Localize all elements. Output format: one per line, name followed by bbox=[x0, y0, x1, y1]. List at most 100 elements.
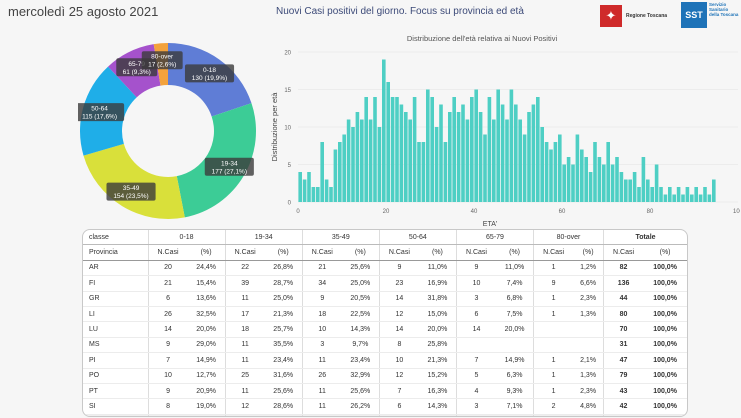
table-cell: 35,5% bbox=[264, 337, 303, 354]
total-cell: 654 bbox=[603, 414, 644, 416]
slice-label-box bbox=[141, 51, 183, 70]
table-cell: 1 bbox=[533, 260, 574, 277]
histogram-bar bbox=[373, 97, 377, 202]
table-cell: 6,8% bbox=[496, 291, 534, 307]
sub-header-cell: N.Casi bbox=[147, 244, 188, 261]
histogram-bar bbox=[390, 97, 395, 202]
table-cell: 11,0% bbox=[496, 260, 534, 277]
slice-label-name: 35-49 bbox=[123, 185, 140, 192]
table-cell: 100,0% bbox=[643, 275, 687, 292]
table-cell: 26,2% bbox=[341, 398, 380, 415]
sub-header-cell: N.Casi bbox=[533, 244, 574, 261]
table-cell: 8 bbox=[147, 398, 188, 415]
x-tick-label: 60 bbox=[559, 209, 566, 215]
histogram-bar bbox=[681, 194, 685, 202]
histogram-bar bbox=[690, 194, 694, 202]
histogram-title: Distribuzione dell'età relativa ai Nuovi… bbox=[407, 34, 558, 43]
table-cell: 24,4% bbox=[187, 260, 226, 277]
sub-header-cell: N.Casi bbox=[301, 244, 342, 261]
sub-header-cell: Provincia bbox=[83, 244, 148, 261]
histogram-bar bbox=[540, 127, 544, 202]
table-cell: LU bbox=[83, 321, 148, 338]
histogram-bar bbox=[628, 179, 632, 202]
histogram-bar bbox=[509, 89, 514, 202]
table-cell: 100,0% bbox=[643, 352, 687, 369]
histogram-bar bbox=[329, 187, 333, 202]
table-cell: 20,5% bbox=[341, 291, 380, 307]
table-cell: 20,0% bbox=[187, 321, 226, 338]
table-cell: 6 bbox=[378, 398, 419, 415]
table-cell: 9 bbox=[147, 337, 188, 354]
table-row: AR 20 24,4% 22 26,8% 21 25,6% 9 11,0% 9 11,0% 1 1,2%… bbox=[83, 260, 687, 277]
group-header-cell: 80-over bbox=[533, 230, 604, 246]
table-cell: 31,8% bbox=[418, 291, 457, 307]
slice-label-name: 65-79 bbox=[128, 61, 145, 68]
histogram-bar bbox=[602, 164, 606, 202]
table-cell: 12 bbox=[378, 306, 419, 323]
table-cell: 15,4% bbox=[187, 275, 226, 292]
group-header-cell: 65-79 bbox=[455, 230, 534, 246]
histogram-bar bbox=[465, 119, 470, 202]
histogram-bar bbox=[311, 187, 316, 202]
table-cell: 11 bbox=[301, 383, 342, 400]
histogram-bar bbox=[668, 187, 672, 202]
histogram-bar bbox=[597, 157, 602, 202]
table-cell: 7,1% bbox=[496, 398, 534, 415]
histogram-bar bbox=[399, 104, 404, 202]
histogram-bar bbox=[412, 97, 417, 202]
histogram-bar bbox=[549, 149, 553, 202]
sub-header-cell: (%) bbox=[573, 244, 604, 261]
histogram-bar bbox=[536, 97, 540, 202]
table-row: LI 26 32,5% 17 21,3% 18 22,5% 12 15,0% 6 7,5% 1 1,3%… bbox=[83, 306, 687, 323]
table-cell bbox=[573, 321, 604, 338]
table-cell: 3 bbox=[455, 398, 497, 415]
table-cell: 8 bbox=[378, 337, 419, 354]
table-cell: 9 bbox=[378, 260, 419, 277]
total-cell: 17 bbox=[533, 414, 574, 416]
table-cell: 32,5% bbox=[187, 306, 226, 323]
page-title: Nuovi Casi positivi del giorno. Focus su… bbox=[276, 6, 524, 17]
x-tick-label: 20 bbox=[383, 209, 390, 215]
total-cell: 177 bbox=[224, 414, 265, 416]
table-sub-header: Provincia N.Casi (%) N.Casi (%) N.Casi (%) N.Ca… bbox=[83, 244, 687, 261]
histogram-bar bbox=[584, 157, 588, 202]
date-label: mercoledì 25 agosto 2021 bbox=[8, 4, 159, 19]
table-cell: 25,6% bbox=[341, 260, 380, 277]
table-cell: 25,0% bbox=[264, 291, 303, 307]
table-cell: 9 bbox=[455, 260, 497, 277]
slice-label-value: 115 (17,6%) bbox=[82, 114, 117, 121]
histogram-bar bbox=[368, 119, 373, 202]
table-cell: 9 bbox=[147, 383, 188, 400]
table-cell: 18 bbox=[301, 306, 342, 323]
table-cell: 25,0% bbox=[341, 275, 380, 292]
table-cell: 4,8% bbox=[573, 398, 604, 415]
table-cell: 14 bbox=[378, 291, 419, 307]
regione-toscana-text: Regione Toscana bbox=[626, 13, 668, 19]
y-tick-label: 20 bbox=[284, 51, 291, 57]
table-cell: 2 bbox=[533, 398, 574, 415]
slice-label-value: 130 (19,9%) bbox=[192, 75, 227, 82]
histogram-bar bbox=[404, 112, 408, 202]
table-cell: 14 bbox=[455, 321, 497, 338]
pegasus-icon: ✦ bbox=[600, 5, 622, 27]
histogram-bar bbox=[505, 119, 509, 202]
histogram-bar bbox=[324, 179, 329, 202]
histogram-bar bbox=[518, 119, 522, 202]
table-row: PI 7 14,9% 11 23,4% 11 23,4% 10 21,3% 7 14,9% 1 2,1%… bbox=[83, 352, 687, 369]
table-cell bbox=[533, 321, 574, 338]
table-cell: 21 bbox=[301, 260, 342, 277]
table-cell: 25 bbox=[224, 368, 265, 384]
histogram-bar bbox=[456, 112, 461, 202]
histogram-bar bbox=[355, 112, 360, 202]
slice-label-box bbox=[204, 157, 254, 176]
table-cell: 42 bbox=[603, 398, 644, 415]
table-total-row: Totale13019,9%17727,1%15423,5%11517,6%61… bbox=[83, 414, 687, 416]
table-cell bbox=[496, 337, 534, 354]
table-cell: 11,0% bbox=[418, 260, 457, 277]
table-cell: 31 bbox=[603, 337, 644, 354]
total-cell: 9,3% bbox=[496, 414, 534, 416]
histogram-bar bbox=[333, 149, 338, 202]
histogram-bar bbox=[615, 157, 619, 202]
histogram-bar bbox=[580, 149, 584, 202]
table-cell: 70 bbox=[603, 321, 644, 338]
